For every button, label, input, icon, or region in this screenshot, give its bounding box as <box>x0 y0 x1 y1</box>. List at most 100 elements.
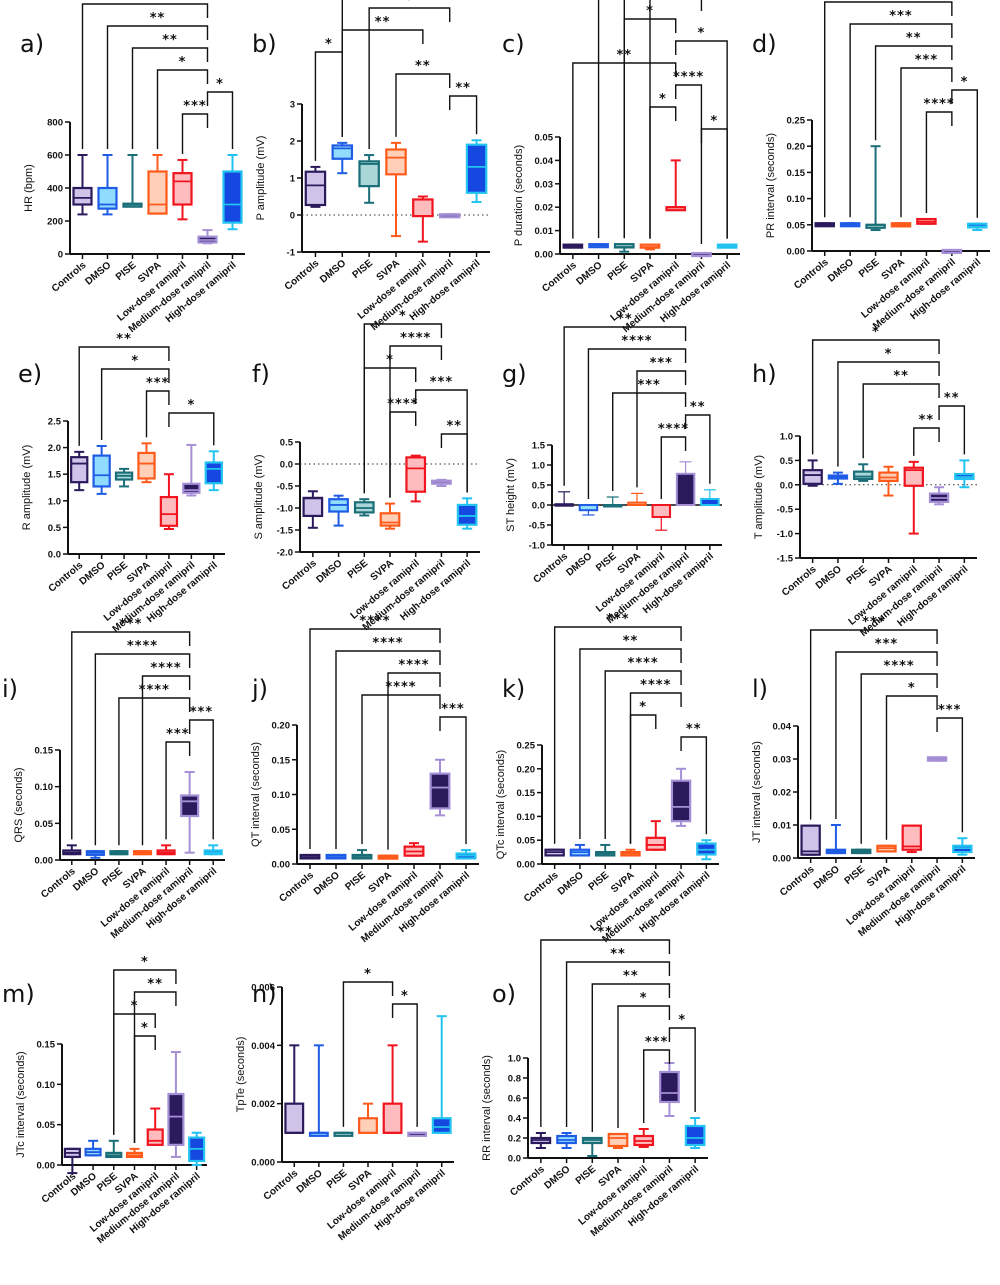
y-tick-label: 0.002 <box>251 1099 275 1110</box>
box <box>379 512 401 527</box>
y-tick-label: 0.15 <box>787 168 806 179</box>
y-tick-label: 0.05 <box>272 825 291 836</box>
y-tick-label: 0.006 <box>251 983 275 994</box>
y-axis-label: JTc interval (seconds) <box>15 1051 27 1157</box>
y-tick-label: -0.5 <box>529 521 546 532</box>
bracket-line <box>131 47 209 149</box>
significance-bracket: *** <box>643 1035 671 1123</box>
box <box>147 170 168 215</box>
significance-bracket: * <box>668 1013 696 1112</box>
y-tick-label: -1.5 <box>277 526 294 537</box>
significance-stars: **** <box>398 658 429 673</box>
significance-stars: * <box>640 991 648 1006</box>
panel-f: f) S amplitude (mV) -2.0 -1.5 -1.0 -0.5 0.0 0.5… <box>250 309 500 665</box>
y-tick-label: 0.10 <box>35 782 54 793</box>
significance-stars: **** <box>640 678 671 693</box>
significance-bracket: ** <box>395 59 451 137</box>
box-4 <box>146 1107 164 1146</box>
significance-bracket: *** <box>612 378 687 491</box>
significance-stars: * <box>141 955 149 970</box>
y-tick-label: 0.20 <box>517 764 536 775</box>
significance-bracket: **** <box>118 683 191 846</box>
bracket-line <box>342 981 394 1127</box>
significance-stars: *** <box>441 702 464 717</box>
y-tick-label: -0.5 <box>277 482 294 493</box>
box-6 <box>696 839 717 861</box>
y-axis-label: P amplitude (mV) <box>255 136 267 221</box>
bracket-line <box>862 383 940 459</box>
box-2 <box>358 154 380 204</box>
y-tick-label: 0.0 <box>48 550 61 561</box>
significance-stars: * <box>187 398 195 413</box>
significance-bracket: ** <box>449 81 478 135</box>
box-0 <box>562 243 584 249</box>
box-6 <box>967 222 988 232</box>
x-tick-label: Controls <box>280 558 319 593</box>
y-tick-label: 3 <box>290 100 295 111</box>
box <box>684 1124 706 1147</box>
significance-bracket: *** <box>849 9 953 218</box>
panel-label: h) <box>752 360 777 388</box>
y-tick-label: 0.2 <box>508 1134 521 1145</box>
box-4 <box>405 454 427 503</box>
x-tick-label: PISE <box>100 866 125 889</box>
significance-stars: * <box>872 325 880 340</box>
significance-stars: *** <box>637 378 660 393</box>
significance-stars: ** <box>116 332 132 347</box>
y-tick-label: 800 <box>47 118 63 129</box>
box-1 <box>92 445 111 495</box>
significance-stars: * <box>216 77 224 92</box>
significance-stars: ** <box>147 977 163 992</box>
significance-bracket: **** <box>658 422 688 499</box>
panel-label: c) <box>502 30 525 58</box>
box-4 <box>412 195 434 243</box>
panel-k: k) QTc interval (seconds) 0.00 0.05 0.10 0.15… <box>495 612 750 980</box>
box-4 <box>156 844 176 856</box>
x-tick-label: DMSO <box>318 258 348 286</box>
y-tick-label: 0.0 <box>532 501 545 512</box>
box <box>331 144 354 160</box>
significance-bracket: ** <box>862 369 940 459</box>
significance-stars: *** <box>889 9 912 24</box>
bracket-line <box>341 29 424 137</box>
significance-stars: *** <box>650 356 673 371</box>
box-1 <box>331 141 354 175</box>
significance-stars: *** <box>166 727 189 742</box>
panel-m: m) JTc interval (seconds) 0.00 0.05 0.10 0.15… <box>0 950 250 1285</box>
box-4 <box>382 1044 403 1134</box>
box-5 <box>407 1131 428 1137</box>
significance-bracket: * <box>168 398 215 446</box>
significance-stars: * <box>364 967 372 982</box>
y-tick-label: 0.05 <box>535 133 554 144</box>
significance-stars: ** <box>616 48 632 63</box>
bar <box>700 498 720 506</box>
significance-stars: ** <box>137 0 153 4</box>
significance-stars: * <box>386 353 394 368</box>
significance-stars: * <box>646 4 654 19</box>
y-tick-label: 0.0 <box>508 1154 521 1165</box>
significance-bracket: * <box>649 92 677 239</box>
bracket-line <box>612 392 687 491</box>
significance-stars: ** <box>690 400 706 415</box>
y-tick-label: 0.00 <box>35 856 54 867</box>
box-1 <box>588 243 609 249</box>
box-6 <box>952 837 973 856</box>
box-2 <box>853 463 874 482</box>
significance-bracket: **** <box>94 639 191 846</box>
significance-bracket: * <box>206 77 234 149</box>
panel-e: e) R amplitude (mV) 0.0 0.5 1.0 1.5 2.0 2.5 Cont… <box>0 330 250 665</box>
bracket-line <box>623 18 677 239</box>
box-0 <box>800 824 821 856</box>
significance-bracket: ** <box>938 391 966 455</box>
bracket-line <box>860 673 938 844</box>
box <box>385 148 407 176</box>
box-4 <box>403 842 425 857</box>
x-tick-label: Controls <box>283 258 322 293</box>
panel-label: d) <box>752 30 777 58</box>
significance-stars: ** <box>455 81 471 96</box>
bracket-line <box>181 113 209 154</box>
box-2 <box>595 843 616 857</box>
significance-stars: * <box>678 1013 686 1028</box>
bracket-line <box>165 741 191 840</box>
